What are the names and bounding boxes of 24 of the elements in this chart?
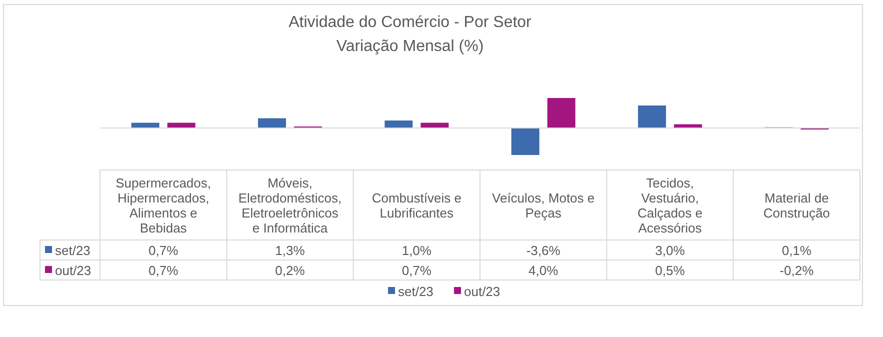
text: set/23 — [398, 284, 434, 299]
data-label: 4,0% — [528, 263, 559, 278]
data-label: 0,5% — [655, 263, 686, 278]
data-label: -0,2% — [780, 263, 814, 278]
x-tick-label: Supermercados, Hipermercados, Alimentos e Bebidas — [116, 176, 212, 236]
chart-title: Atividade do Comércio - Por Setor — [288, 14, 532, 31]
text: out/23 — [464, 284, 500, 299]
chart-subtitle: Variação Mensal (%) — [336, 38, 484, 55]
data-label: 0,7% — [402, 263, 432, 278]
legend-label: out/23 — [55, 263, 92, 278]
data-label: 0,2% — [275, 263, 306, 278]
data-label: -3,6% — [526, 243, 561, 258]
x-tick-label: Veículos, Motos e Peças — [492, 190, 595, 220]
x-tick-label: Combustíveis e Lubrificantes — [372, 190, 462, 220]
data-label: 1,0% — [402, 243, 432, 258]
data-label: 1,3% — [275, 243, 306, 258]
data-label: 3,0% — [655, 243, 686, 258]
data-label: 0,1% — [782, 243, 812, 258]
legend-label: set/23 — [55, 243, 90, 258]
data-label: 0,7% — [148, 243, 179, 258]
x-tick-label: Tecidos, Vestuário, Calçados e Acessórios — [637, 176, 703, 236]
x-tick-label: Material de Construção — [763, 190, 830, 220]
x-tick-label: Móveis, Eletrodomésticos, Eletroeletrônicos e Informática — [238, 176, 342, 236]
data-label: 0,7% — [148, 263, 179, 278]
